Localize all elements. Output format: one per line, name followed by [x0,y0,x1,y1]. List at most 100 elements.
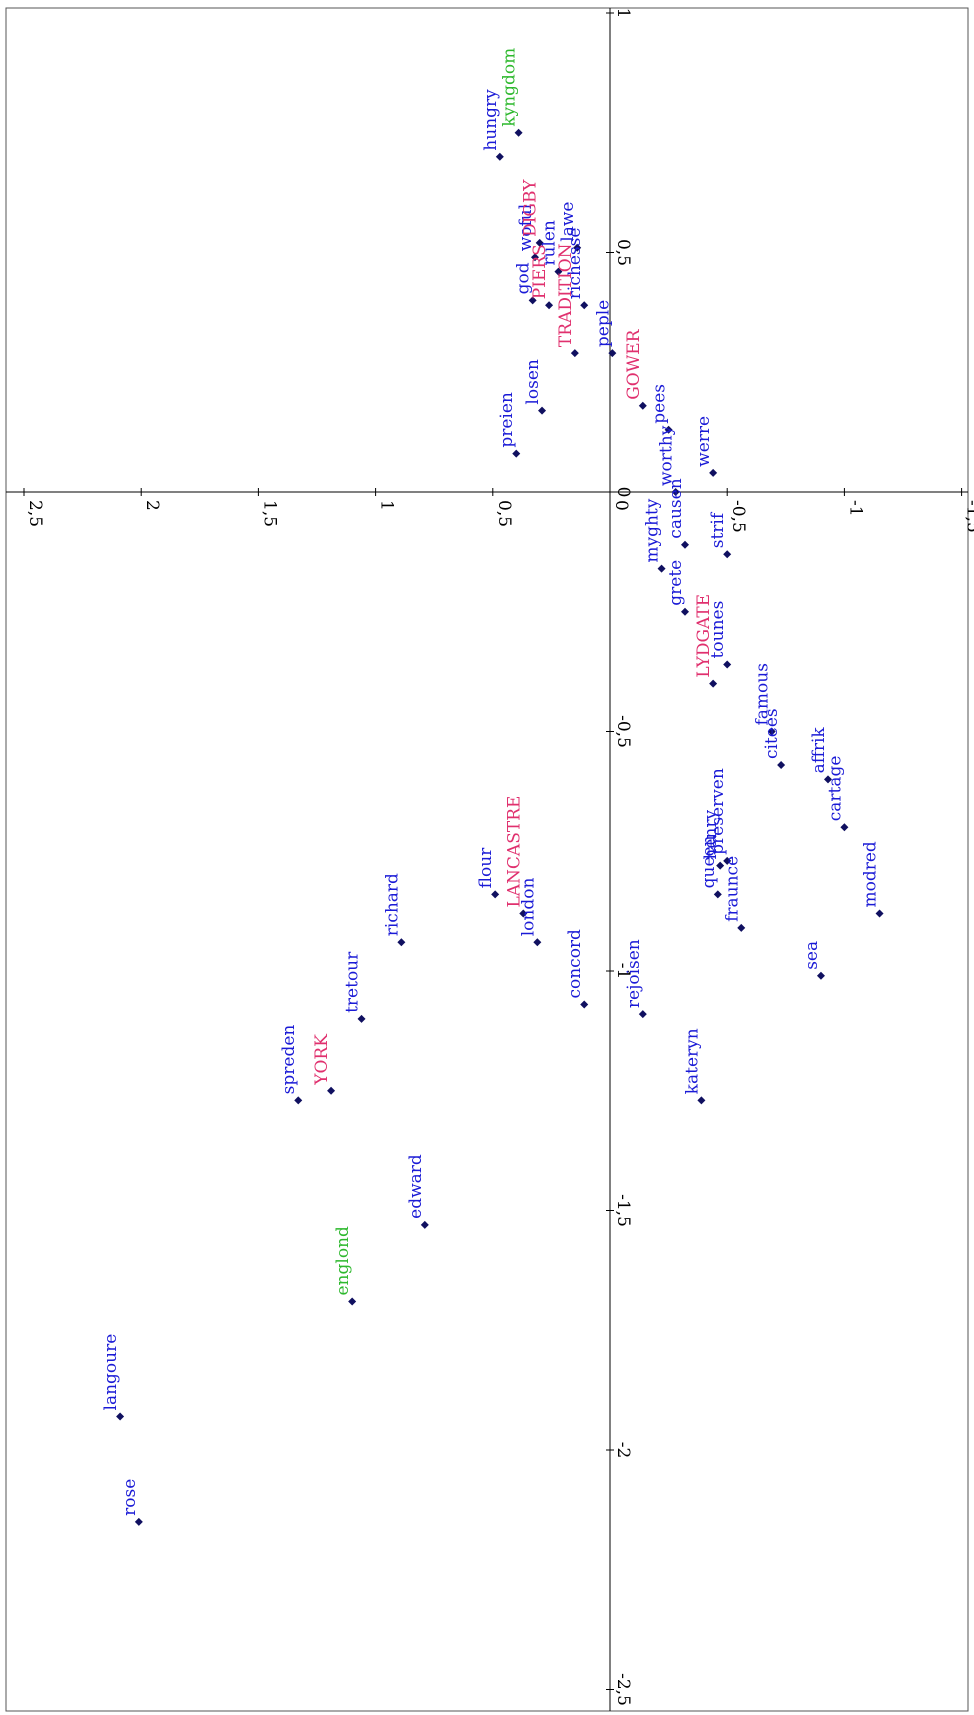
point-label: spreden [279,1025,299,1095]
point-label: preserven [708,768,728,855]
point-marker [357,1014,366,1023]
point-marker [580,301,589,310]
data-point: rejoisen [624,939,647,1019]
y-tick-label: -1,5 [613,1194,633,1227]
point-label: sea [802,941,822,970]
data-point: tounes [708,601,732,669]
data-point: LYDGATE [694,594,718,688]
point-label: worthy [657,425,677,486]
point-label: rose [120,1479,140,1516]
point-marker [713,890,722,899]
point-label: affrik [809,727,829,774]
point-marker [681,540,690,549]
point-marker [519,909,528,918]
x-tick-label: 0 [611,500,631,511]
x-tick-label: -0,5 [728,500,748,533]
point-marker [530,253,539,262]
point-marker [823,775,832,784]
point-marker [538,406,547,415]
point-label: TRADITION [556,243,576,347]
y-tick-label: 0,5 [613,239,633,266]
point-marker [709,679,718,688]
data-point: PIERS [530,244,554,310]
y-tick-label: 1 [613,8,633,19]
point-marker [664,425,673,434]
point-label: preien [497,392,517,448]
data-point: woful [516,204,539,262]
point-marker [554,267,563,276]
data-point: myghty [643,498,666,573]
data-point: flour [476,847,500,899]
point-marker [327,1086,336,1095]
y-tick-label: -2,5 [613,1673,633,1706]
point-label: kateryn [682,1028,702,1094]
point-marker [657,564,666,573]
data-point: rulen [539,220,563,276]
point-label: richard [382,873,402,936]
point-label: strif [708,511,728,548]
data-point: werre [694,416,718,477]
point-marker [681,607,690,616]
point-marker [777,761,786,770]
point-label: famous [753,663,773,725]
data-point: kyngdom [500,48,523,137]
data-point: god [514,262,537,305]
point-marker [533,938,542,947]
point-label: causen [666,478,686,538]
point-label: hungry [481,89,501,151]
x-tick-label: -1,5 [963,500,974,533]
point-label: flour [476,847,496,889]
data-point: richesse [565,228,589,310]
point-label: concord [565,929,585,999]
data-point: sea [802,941,825,980]
data-point: citees [762,708,786,770]
point-marker [671,488,680,496]
point-marker [294,1096,303,1105]
data-point: TRADITION [556,243,579,358]
point-marker [709,468,718,477]
data-point: preserven [708,768,732,865]
point-marker [723,660,732,669]
point-marker [491,890,500,899]
data-point: richard [382,873,406,947]
y-tick-label: 0 [613,487,633,498]
point-label: PIERS [530,244,550,299]
data-point: LANCASTRE [504,796,528,918]
point-label: tounes [708,601,728,659]
point-marker [840,823,849,832]
point-label: englond [333,1226,353,1296]
point-marker [608,349,617,358]
data-point: YORK [312,1034,336,1095]
point-label: pees [650,384,670,424]
y-tick-label: -2 [613,1442,633,1459]
data-point: kateryn [682,1028,706,1105]
x-tick-label: 1,5 [259,500,279,527]
x-tick-label: 2 [142,500,162,511]
point-marker [767,727,776,736]
data-point: fraunce [722,856,746,932]
point-marker [573,243,582,252]
x-tick-label: 1 [377,500,397,511]
data-point: hungry [481,89,504,161]
point-label: god [514,262,534,294]
data-point: spreden [279,1025,303,1105]
point-marker [716,861,725,870]
point-label: modred [861,841,881,907]
point-label: losen [523,359,543,404]
point-marker [528,296,537,305]
data-point: strif [708,511,732,559]
data-point: losen [523,359,547,415]
point-marker [816,971,825,980]
data-point: pees [650,384,673,434]
x-tick-label: -1 [845,500,865,517]
point-marker [116,1412,125,1421]
point-marker [535,238,544,247]
data-point: concord [565,929,589,1009]
data-point: queen [699,835,722,899]
point-label: london [518,878,538,937]
data-point: peple [593,300,617,358]
point-marker [723,856,732,865]
data-point: cartage [825,756,849,832]
